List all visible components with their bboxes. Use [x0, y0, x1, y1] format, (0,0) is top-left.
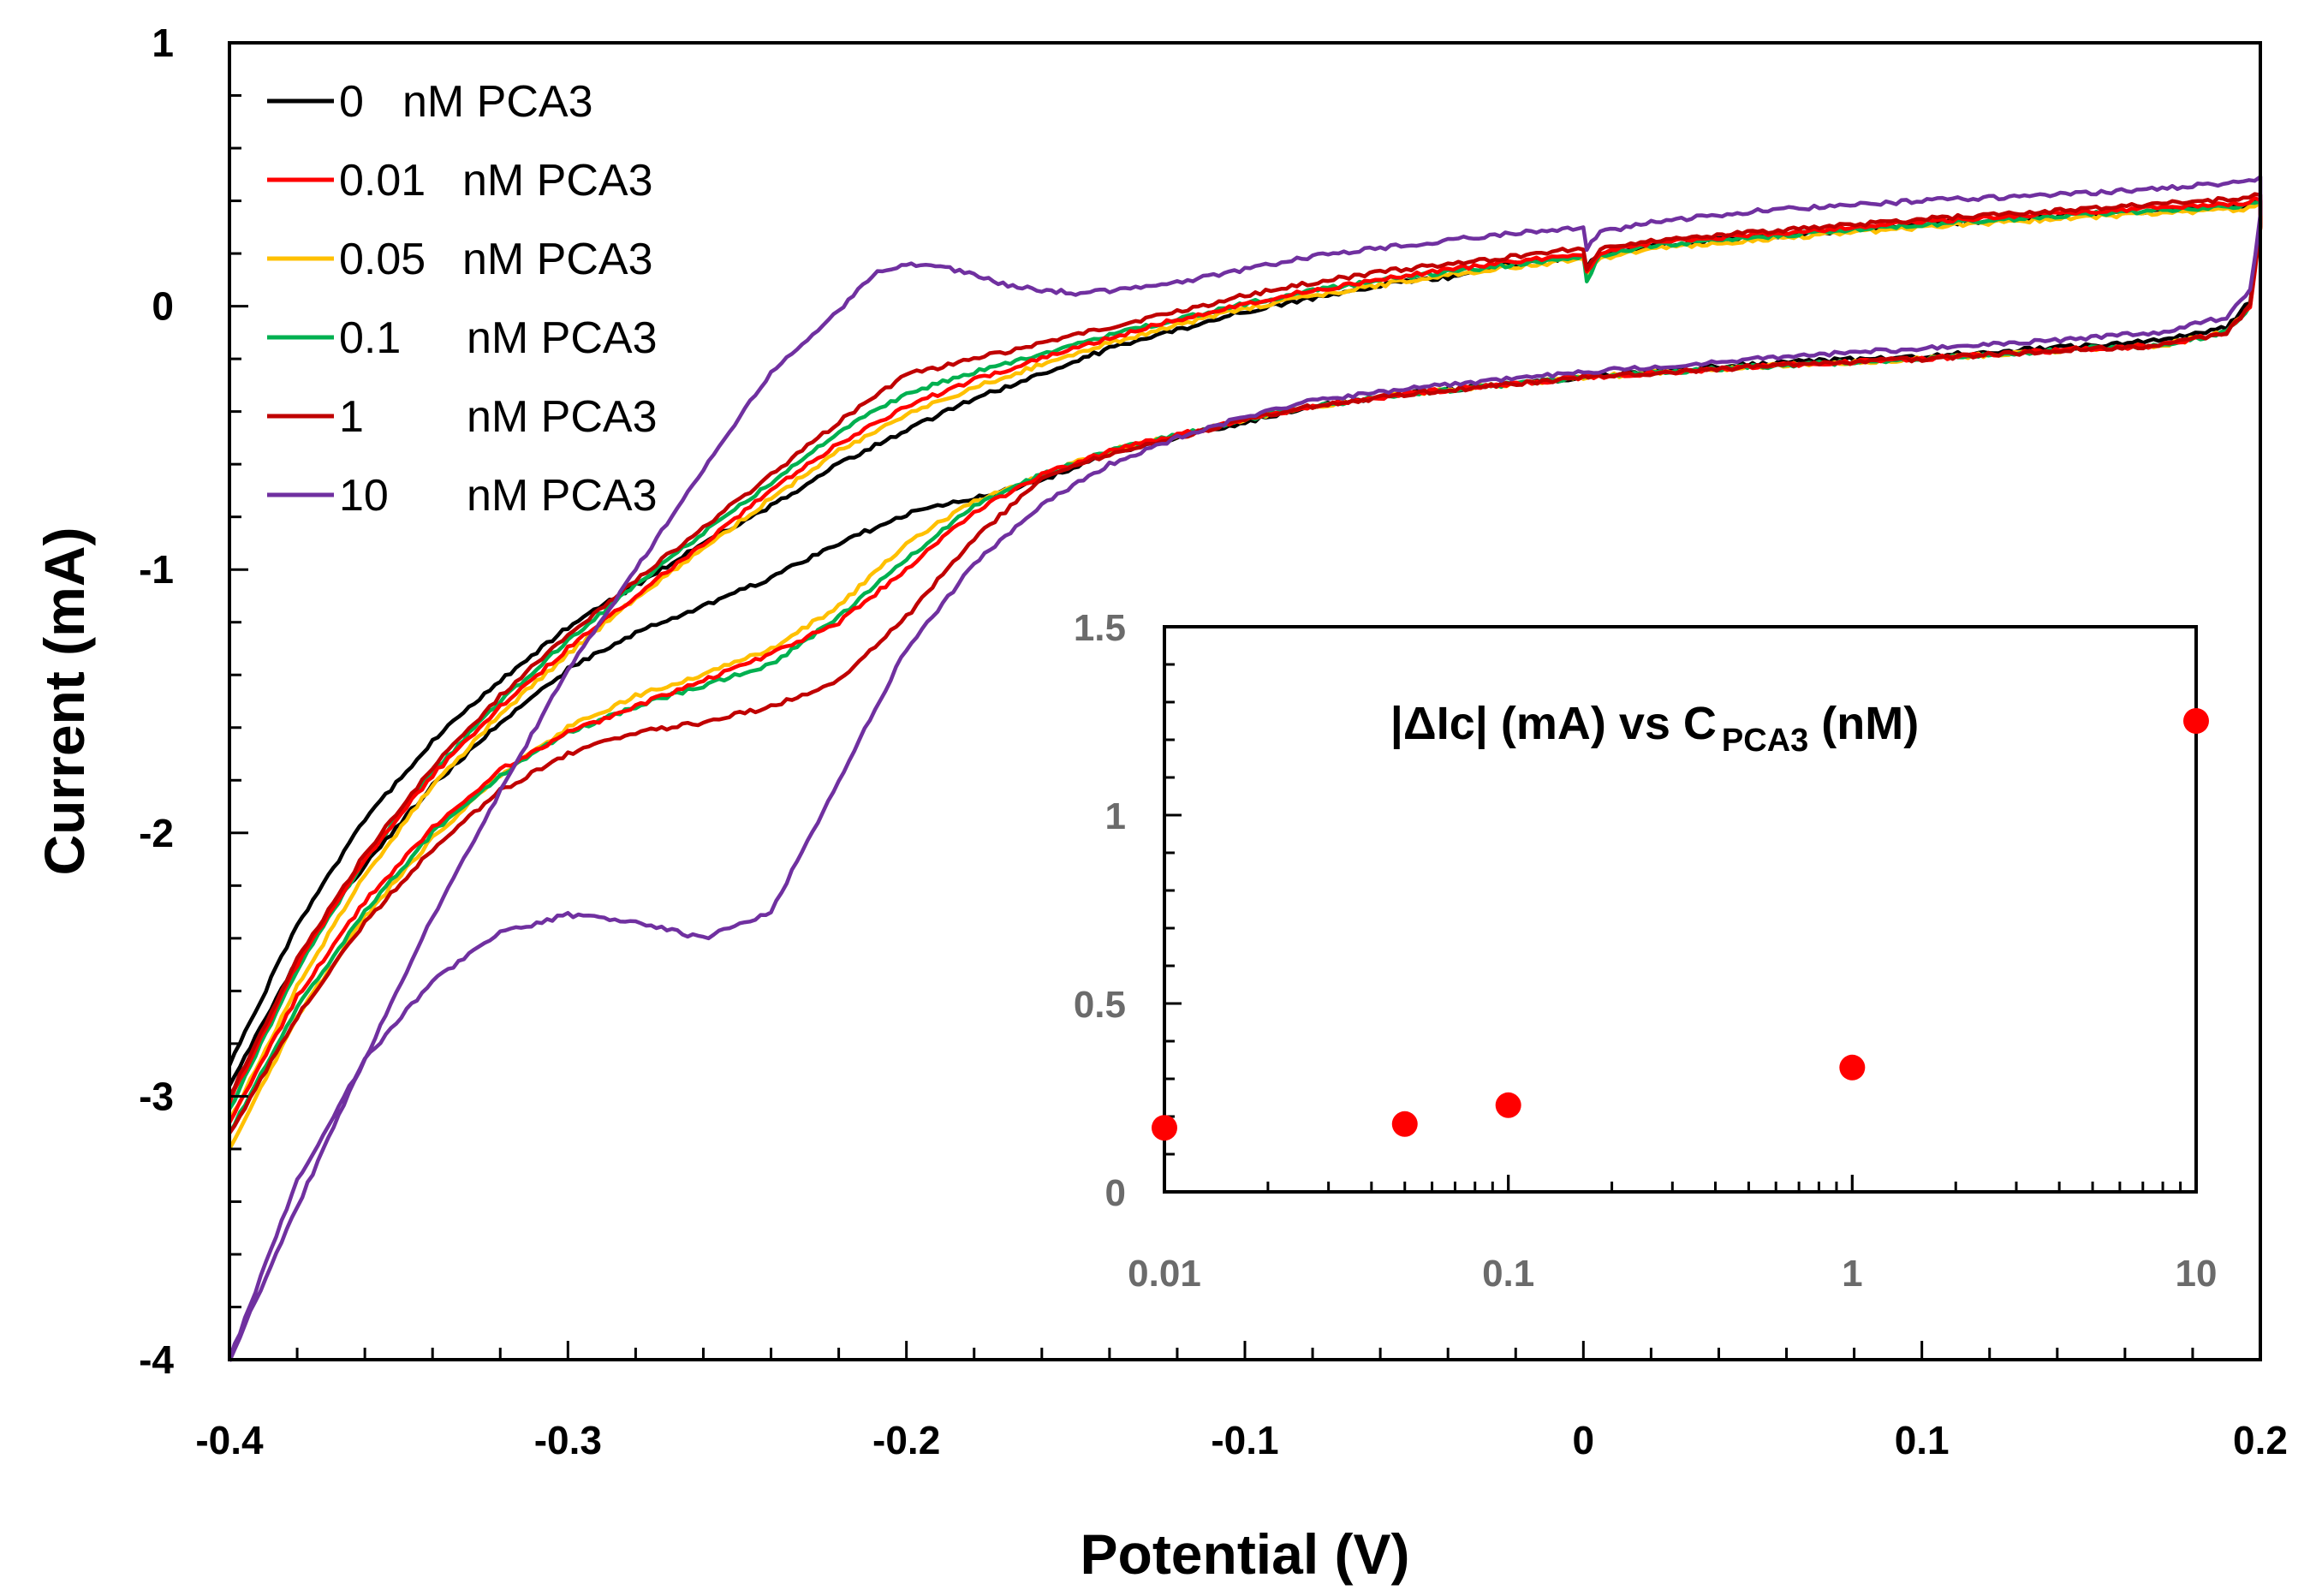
inset-title-suffix: (nM) — [1808, 698, 1919, 749]
inset-x-axis-ticks — [1163, 1175, 2198, 1192]
legend-unit: nM PCA3 — [462, 235, 653, 284]
main-x-tick-labels: -0.4 -0.3 -0.2 -0.1 0 0.1 0.2 — [195, 1418, 2288, 1462]
inset-y-tick-label: 0.5 — [1074, 984, 1126, 1026]
x-tick-label: -0.4 — [195, 1418, 264, 1462]
legend-unit: nM PCA3 — [462, 156, 653, 205]
x-tick-label: -0.1 — [1211, 1418, 1278, 1462]
inset-y-tick-labels: 1.5 1 0.5 0 — [1074, 607, 1126, 1214]
inset-x-tick-label: 1 — [1842, 1253, 1862, 1295]
inset-background — [1164, 627, 2196, 1192]
legend-value: 0.05 — [339, 235, 426, 284]
y-tick-label: -4 — [139, 1337, 174, 1382]
inset-x-tick-labels: 0.01 0.1 1 10 — [1128, 1253, 2217, 1295]
x-tick-label: -0.2 — [872, 1418, 940, 1462]
inset-x-tick-label: 0.01 — [1128, 1253, 1201, 1295]
inset-scatter-plot: 1.5 1 0.5 0 0.01 0.1 1 10 |ΔIc| (mA) vs C PCA3 … — [1074, 607, 2218, 1295]
curve-series-5 — [227, 175, 2263, 1362]
legend-value: 1 — [339, 392, 364, 442]
inset-y-tick-label: 0 — [1105, 1172, 1126, 1214]
legend-unit: nM PCA3 — [467, 313, 658, 363]
inset-y-tick-label: 1.5 — [1074, 607, 1126, 649]
inset-x-tick-label: 10 — [2176, 1253, 2218, 1295]
y-tick-label: -1 — [139, 547, 174, 592]
y-tick-label: 0 — [152, 284, 174, 329]
inset-point — [1152, 1115, 1177, 1141]
y-tick-label: -3 — [139, 1074, 174, 1118]
inset-title: |ΔIc| (mA) vs C PCA3 (nM) — [1390, 698, 1919, 759]
y-tick-label: -2 — [139, 811, 174, 855]
x-tick-label: -0.3 — [534, 1418, 602, 1462]
y-axis-title: Current (mA) — [33, 527, 96, 876]
main-y-axis-ticks — [229, 41, 248, 1361]
x-axis-title: Potential (V) — [1080, 1522, 1409, 1586]
legend-value: 0.1 — [339, 313, 401, 363]
x-tick-label: 0.1 — [1895, 1418, 1950, 1462]
inset-point — [2183, 708, 2209, 734]
inset-y-axis-ticks — [1164, 625, 1182, 1194]
inset-point — [1495, 1092, 1521, 1118]
y-tick-label: 1 — [152, 21, 174, 65]
legend-unit: nM PCA3 — [467, 471, 658, 521]
x-tick-label: 0 — [1573, 1418, 1595, 1462]
legend-value: 0.01 — [339, 156, 426, 205]
inset-frame — [1163, 625, 2198, 1194]
inset-title-subscript: PCA3 — [1722, 723, 1808, 759]
legend-unit: nM PCA3 — [467, 392, 658, 442]
x-tick-label: 0.2 — [2233, 1418, 2288, 1462]
legend-value: 10 — [339, 471, 389, 521]
legend: 0 nM PCA3 0.01 nM PCA3 0.05 nM PCA3 0.1 nM PCA3… — [267, 77, 658, 521]
main-y-tick-labels: 1 0 -1 -2 -3 -4 — [139, 21, 174, 1382]
inset-point — [1839, 1054, 1866, 1081]
legend-value: 0 — [339, 77, 364, 127]
inset-y-tick-label: 1 — [1105, 795, 1126, 837]
legend-unit: nM PCA3 — [402, 77, 593, 127]
inset-data-points — [1152, 708, 2209, 1141]
inset-x-tick-label: 0.1 — [1482, 1253, 1534, 1295]
main-x-axis-ticks — [228, 1341, 2262, 1360]
inset-point — [1391, 1111, 1418, 1137]
